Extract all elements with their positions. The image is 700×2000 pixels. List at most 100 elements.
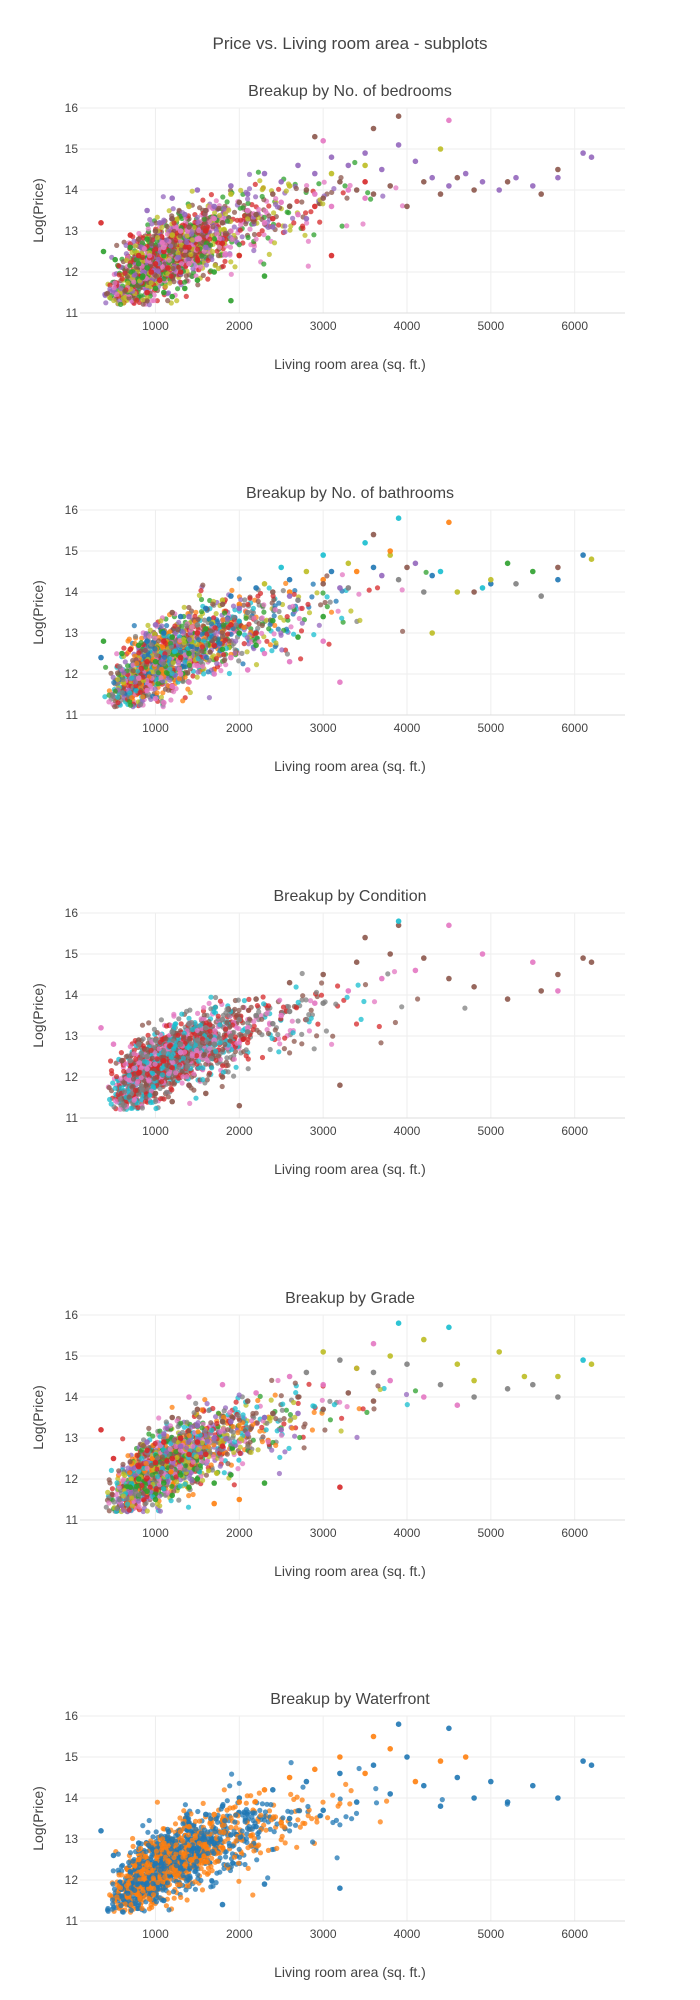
cloud-point bbox=[216, 205, 222, 211]
cloud-point bbox=[282, 647, 289, 653]
cloud-point bbox=[199, 1040, 205, 1046]
y-axis-title: Log(Price) bbox=[30, 580, 46, 645]
cloud-point bbox=[184, 228, 191, 234]
cloud-point bbox=[159, 1072, 165, 1078]
cloud-point bbox=[115, 694, 121, 700]
cloud-point bbox=[194, 674, 200, 680]
data-point bbox=[127, 646, 134, 653]
cloud-point bbox=[259, 1032, 265, 1038]
cloud-point bbox=[139, 1105, 145, 1111]
cloud-point bbox=[214, 248, 220, 254]
data-point bbox=[471, 589, 477, 595]
cloud-point bbox=[271, 240, 278, 246]
data-point bbox=[244, 207, 251, 214]
cloud-point bbox=[306, 1028, 312, 1034]
cloud-point bbox=[400, 628, 406, 634]
cloud-point bbox=[168, 243, 174, 249]
data-point bbox=[446, 975, 452, 982]
cloud-point bbox=[126, 1072, 132, 1079]
data-point bbox=[580, 150, 586, 156]
cloud-point bbox=[247, 595, 253, 601]
data-point bbox=[513, 174, 519, 181]
data-point bbox=[328, 154, 335, 160]
cloud-point bbox=[250, 605, 256, 612]
cloud-point bbox=[335, 608, 341, 614]
cloud-point bbox=[128, 269, 134, 275]
cloud-point bbox=[207, 649, 213, 655]
cloud-point bbox=[171, 220, 177, 226]
data-point bbox=[462, 170, 469, 177]
cloud-point bbox=[368, 196, 374, 202]
cloud-point bbox=[311, 632, 317, 638]
cloud-point bbox=[272, 201, 279, 207]
data-point bbox=[295, 634, 301, 640]
cloud-point bbox=[195, 219, 201, 225]
cloud-point bbox=[198, 264, 204, 270]
data-point bbox=[169, 1098, 175, 1105]
data-point bbox=[135, 675, 142, 681]
cloud-point bbox=[305, 601, 311, 607]
data-point bbox=[412, 560, 419, 567]
cloud-point bbox=[168, 644, 174, 651]
cloud-point bbox=[232, 264, 238, 270]
data-point bbox=[211, 215, 217, 222]
cloud-point bbox=[222, 211, 228, 217]
cloud-point bbox=[261, 602, 267, 608]
cloud-point bbox=[175, 216, 181, 222]
data-point bbox=[119, 650, 125, 657]
data-point bbox=[362, 162, 368, 169]
cloud-point bbox=[166, 257, 172, 263]
y-tick-label: 15 bbox=[65, 947, 79, 961]
data-point bbox=[194, 277, 201, 284]
data-point bbox=[186, 1082, 192, 1088]
cloud-point bbox=[209, 1065, 215, 1071]
data-point bbox=[144, 687, 150, 694]
cloud-point bbox=[291, 631, 297, 637]
cloud-point bbox=[299, 620, 305, 626]
cloud-point bbox=[118, 301, 124, 307]
data-point bbox=[370, 531, 377, 538]
cloud-point bbox=[261, 609, 267, 615]
cloud-point bbox=[228, 271, 234, 277]
cloud-point bbox=[245, 1036, 251, 1042]
data-point bbox=[219, 240, 226, 247]
cloud-point bbox=[267, 1046, 273, 1053]
cloud-point bbox=[276, 186, 282, 192]
cloud-point bbox=[106, 699, 112, 705]
cloud-point bbox=[260, 994, 266, 1000]
cloud-point bbox=[131, 238, 137, 244]
cloud-point bbox=[344, 223, 350, 229]
cloud-point bbox=[272, 1027, 278, 1033]
cloud-point bbox=[374, 585, 381, 591]
cloud-point bbox=[188, 251, 194, 257]
cloud-point bbox=[143, 1082, 149, 1088]
data-point bbox=[429, 572, 436, 579]
cloud-point bbox=[208, 621, 215, 627]
cloud-point bbox=[227, 244, 234, 250]
cloud-point bbox=[361, 998, 367, 1005]
data-point bbox=[169, 232, 175, 238]
cloud-point bbox=[186, 662, 193, 669]
cloud-point bbox=[220, 1069, 226, 1075]
cloud-point bbox=[154, 1030, 160, 1036]
data-point bbox=[530, 568, 536, 575]
cloud-point bbox=[158, 675, 164, 681]
cloud-point bbox=[180, 629, 186, 635]
cloud-point bbox=[114, 242, 120, 248]
cloud-point bbox=[172, 648, 179, 654]
data-point bbox=[219, 646, 226, 653]
cloud-point bbox=[365, 190, 371, 196]
cloud-point bbox=[282, 229, 288, 235]
cloud-point bbox=[319, 980, 325, 986]
cloud-point bbox=[295, 1018, 301, 1024]
data-point bbox=[345, 187, 352, 193]
data-point bbox=[530, 183, 536, 189]
cloud-point bbox=[180, 636, 187, 642]
cloud-point bbox=[339, 223, 345, 229]
cloud-point bbox=[197, 1022, 203, 1028]
cloud-point bbox=[183, 293, 189, 299]
cloud-point bbox=[164, 623, 170, 629]
cloud-point bbox=[128, 702, 134, 708]
cloud-point bbox=[112, 1085, 118, 1091]
data-point bbox=[479, 179, 486, 185]
